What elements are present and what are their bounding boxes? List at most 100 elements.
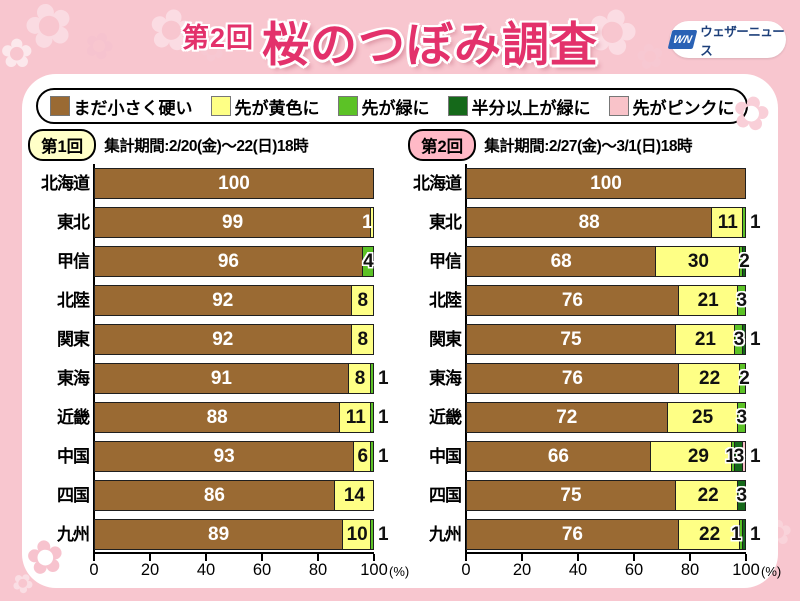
bar-value-label: 1 [750, 524, 761, 545]
x-axis-tick-label: 80 [680, 561, 700, 579]
bar-value-label: 86 [203, 485, 225, 506]
stacked-bar: 75 21 3 1 [466, 324, 761, 355]
bar-value-label: 99 [222, 212, 244, 233]
legend-swatch-pk [608, 96, 629, 116]
region-label: 東海 [429, 369, 462, 388]
bar-value-label: 3 [736, 290, 748, 311]
x-axis-unit-label: (%) [761, 564, 782, 579]
chart-row: 北陸 76 21 3 [396, 285, 752, 316]
stacked-bar: 72 25 3 [466, 402, 747, 433]
bar-value-label: 75 [560, 329, 582, 350]
bar-value-label: 10 [346, 524, 368, 545]
bar-segment-brown [466, 207, 713, 238]
stacked-bar: 86 14 [94, 480, 374, 511]
bar-segment-brown [466, 441, 651, 472]
bar-segment-yellow [678, 363, 741, 394]
bar-segment-brown [94, 246, 363, 277]
stacked-bar: 96 4 [94, 246, 374, 277]
bar-value-label: 1 [725, 446, 736, 467]
bar-value-label: 8 [354, 368, 366, 389]
stacked-bar: 92 8 [94, 285, 374, 316]
bar-value-label: 6 [357, 446, 369, 467]
x-axis-tick-label: 0 [89, 561, 99, 579]
bar-value-label: 88 [206, 407, 228, 428]
bar-segment-yellow [676, 324, 735, 355]
chart-row: 近畿 72 25 3 [396, 402, 752, 433]
chart-row: 東北 99 1 [24, 207, 380, 238]
x-axis-tick-label: 60 [252, 561, 272, 579]
chart-round-2: 北海道 100 東北 88 11 1 甲信 68 30 2 北陸 76 21 3 関東 75 21 3 1 東海 76 2… [396, 164, 781, 584]
region-label: 中国 [57, 447, 90, 466]
chart-row: 東海 91 8 1 [24, 363, 389, 394]
chart-row: 東北 88 11 1 [396, 207, 761, 238]
chart-row: 四国 86 14 [24, 480, 380, 511]
region-label: 関東 [57, 330, 90, 349]
bar-value-label: 75 [560, 485, 582, 506]
x-axis: 0 20 40 60 80 100 (%) [461, 552, 781, 584]
x-axis-tick [205, 554, 207, 561]
legend-item: 先が緑に [337, 94, 430, 119]
chart-row: 九州 76 22 1 1 [396, 519, 761, 550]
chart-row: 北海道 100 [24, 168, 380, 199]
bar-segment-brown [466, 285, 679, 316]
x-axis-tick [577, 554, 579, 561]
survey-round-prefix: 第2回 [181, 23, 255, 53]
x-axis-tick [261, 554, 263, 561]
bar-segment-dg [743, 324, 746, 355]
stacked-bar: 68 30 2 [466, 246, 750, 277]
bar-segment-lg [371, 363, 374, 394]
chart-row: 近畿 88 11 1 [24, 402, 389, 433]
bar-value-label: 91 [210, 368, 232, 389]
weathernews-logo-icon: WN [667, 30, 698, 49]
legend-label: 先がピンクに [632, 98, 735, 118]
bar-value-label: 88 [578, 212, 600, 233]
x-axis-tick [633, 554, 635, 561]
x-axis-tick-label: 20 [140, 561, 160, 579]
x-axis-tick [149, 554, 151, 561]
bar-segment-lg [734, 324, 744, 355]
stacked-bar: 76 22 1 1 [466, 519, 761, 550]
bar-segment-yellow [354, 441, 372, 472]
survey-period-1: 集計期間:2/20(金)〜22(日)18時 [104, 138, 309, 155]
x-axis-tick [521, 554, 523, 561]
round-badge-1: 第1回 [28, 129, 97, 161]
x-axis-tick-label: 60 [624, 561, 644, 579]
bar-segment-brown [94, 519, 344, 550]
region-label: 北海道 [41, 174, 90, 193]
bar-value-label: 93 [213, 446, 235, 467]
legend-label: 先が緑に [361, 98, 430, 118]
x-axis-tick-label: 40 [196, 561, 216, 579]
region-label: 近畿 [429, 408, 462, 427]
page-title-text: 桜のつぼみ調査 [262, 18, 599, 71]
region-label: 北陸 [429, 291, 462, 310]
bar-value-label: 1 [378, 407, 389, 428]
chart-row: 四国 75 22 3 [396, 480, 752, 511]
bar-segment-brown [466, 363, 679, 394]
bar-value-label: 21 [694, 329, 716, 350]
legend-label: まだ小さく硬い [73, 98, 193, 118]
region-label: 中国 [429, 447, 462, 466]
survey-period-2: 集計期間:2/27(金)〜3/1(日)18時 [484, 138, 692, 155]
legend-swatch-dg [447, 96, 468, 116]
legend-label: 半分以上が緑に [471, 98, 591, 118]
bar-segment-brown [94, 441, 355, 472]
bar-segment-yellow [678, 519, 741, 550]
bar-segment-lg [737, 402, 746, 433]
legend-swatch-brown [49, 96, 70, 116]
chart-row: 甲信 68 30 2 [396, 246, 752, 277]
chart-row: 中国 66 29 1 3 1 [396, 441, 761, 472]
bar-segment-yellow [656, 246, 741, 277]
stacked-bar: 100 [94, 168, 374, 199]
bar-segment-brown [466, 480, 676, 511]
bar-value-label: 25 [692, 407, 714, 428]
bar-segment-pk [743, 441, 746, 472]
stacked-bar: 76 22 2 [466, 363, 750, 394]
region-label: 近畿 [57, 408, 90, 427]
bar-value-label: 14 [343, 485, 365, 506]
bar-value-label: 30 [687, 251, 709, 272]
bar-segment-dg [743, 246, 746, 277]
region-label: 北海道 [413, 174, 462, 193]
bar-segment-lg [737, 285, 746, 316]
bar-segment-brown [94, 480, 335, 511]
stacked-bar: 92 8 [94, 324, 374, 355]
